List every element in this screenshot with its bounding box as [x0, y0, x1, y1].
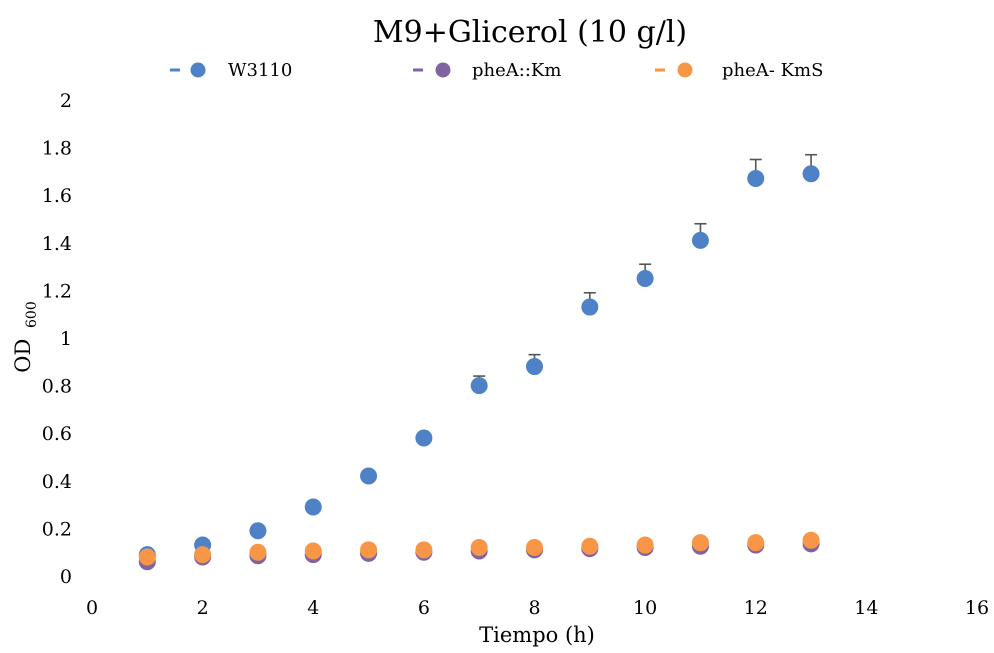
y-tick-label-3: 0.6: [42, 423, 72, 445]
x-tick-label-1: 2: [197, 597, 209, 619]
data-point-2-4: [360, 541, 378, 559]
data-point-2-3: [304, 542, 322, 560]
y-axis-label-subscript: 600: [24, 301, 40, 328]
data-point-0-10: [691, 231, 709, 249]
data-point-0-12: [802, 165, 820, 183]
x-tick-label-8: 16: [965, 597, 989, 619]
data-point-0-8: [581, 298, 599, 316]
x-tick-label-0: 0: [86, 597, 98, 619]
series-0: [138, 153, 820, 564]
data-point-0-4: [360, 467, 378, 485]
y-tick-label-4: 0.8: [42, 376, 72, 398]
x-tick-label-2: 4: [307, 597, 319, 619]
data-point-2-12: [802, 531, 820, 549]
data-point-0-2: [249, 522, 267, 540]
y-tick-label-1: 0.2: [42, 518, 72, 540]
axes: 0 2 4 6 8 10 12 14 16 0 0.2 0.4 0.6 0.8 1 1.2 1.4 1.6 1.8 2: [42, 90, 989, 619]
x-tick-label-5: 10: [633, 597, 657, 619]
plot-area: [138, 153, 820, 571]
x-tick-label-4: 8: [528, 597, 540, 619]
y-tick-label-2: 0.4: [42, 471, 72, 493]
y-tick-label-10: 2: [60, 90, 72, 112]
data-point-0-11: [747, 170, 765, 188]
x-tick-label-7: 14: [854, 597, 878, 619]
data-point-2-9: [636, 536, 654, 554]
data-point-0-5: [415, 429, 433, 447]
y-axis-label-group: OD 600: [11, 301, 40, 372]
data-point-2-0: [138, 548, 156, 566]
y-tick-label-0: 0: [60, 566, 72, 588]
x-axis-label: Tiempo (h): [479, 623, 595, 647]
data-point-0-9: [636, 270, 654, 287]
series-2: [138, 531, 820, 566]
legend-marker-2: [677, 62, 693, 78]
y-tick-label-6: 1.2: [42, 280, 72, 302]
data-point-0-6: [470, 377, 488, 395]
y-tick-label-9: 1.8: [42, 138, 72, 160]
legend-marker-0: [190, 62, 206, 78]
y-tick-label-5: 1: [60, 328, 72, 350]
data-point-2-7: [526, 538, 543, 556]
data-point-2-6: [470, 538, 488, 556]
legend-item-2: pheA- KmS: [655, 60, 823, 81]
x-tick-label-6: 12: [744, 597, 768, 619]
chart-title: M9+Glicerol (10 g/l): [373, 15, 687, 50]
legend-item-0: W3110: [170, 60, 292, 81]
data-point-0-7: [526, 358, 543, 376]
legend-label-2: pheA- KmS: [722, 60, 823, 81]
data-point-2-1: [194, 546, 212, 564]
legend-label-0: W3110: [228, 60, 292, 81]
legend-marker-1: [435, 62, 451, 78]
legend-item-1: pheA::Km: [413, 60, 561, 81]
y-tick-label-8: 1.6: [42, 185, 72, 207]
y-axis-label-main: OD: [11, 339, 35, 373]
x-tick-label-3: 6: [418, 597, 430, 619]
y-tick-label-7: 1.4: [42, 233, 72, 255]
data-point-2-5: [415, 541, 433, 559]
data-point-2-8: [581, 537, 599, 555]
data-point-2-11: [747, 534, 765, 552]
y-axis-label: OD 600: [11, 301, 40, 372]
data-point-2-10: [691, 534, 709, 552]
legend: W3110 pheA::Km pheA- KmS: [170, 60, 823, 81]
data-point-0-3: [304, 498, 322, 516]
legend-label-1: pheA::Km: [472, 60, 561, 81]
data-point-2-2: [249, 543, 267, 561]
